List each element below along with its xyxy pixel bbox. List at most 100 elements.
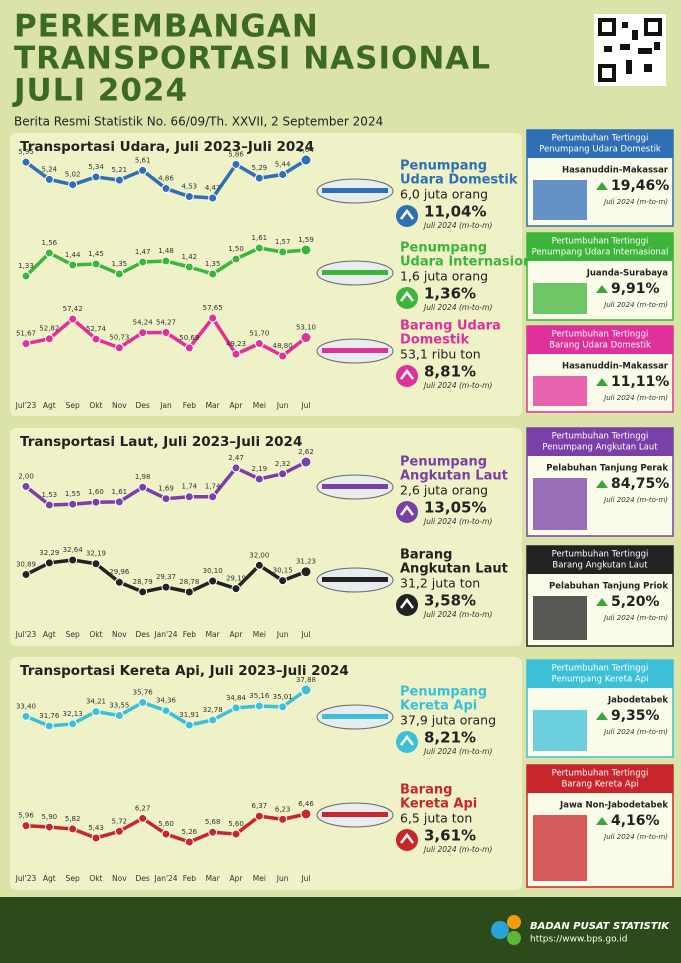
month-label: Okt (89, 874, 102, 883)
metric-name: Barang (400, 548, 452, 563)
highlight-title: Pertumbuhan Tertinggi (552, 550, 649, 560)
data-label: 4,86 (158, 175, 174, 183)
data-label: 1,45 (88, 250, 104, 258)
data-label: 30,89 (16, 561, 36, 569)
data-label: 54,27 (156, 319, 176, 327)
data-point (278, 351, 288, 361)
data-point (278, 576, 288, 586)
month-label: Sep (66, 630, 80, 639)
highlight-growth: 84,75% (611, 476, 669, 492)
section-title: Transportasi Kereta Api, Juli 2023–Juli … (20, 663, 349, 679)
highlight-title: Pertumbuhan Tertinggi (552, 134, 649, 144)
data-point (208, 269, 218, 279)
data-point (184, 587, 194, 597)
highlight-note: Juli 2024 (m-to-m) (602, 614, 668, 622)
data-point (138, 328, 148, 338)
data-point (231, 349, 241, 359)
data-label: 5,68 (205, 818, 221, 826)
data-point (231, 159, 241, 169)
data-point (44, 558, 54, 568)
highlight-icon (533, 376, 587, 406)
data-point (208, 193, 218, 203)
metric-name: Kereta Api (400, 699, 477, 714)
month-label: Des (136, 874, 150, 883)
title-line: JULI 2024 (12, 73, 188, 109)
data-point (68, 499, 78, 509)
data-label: 1,57 (275, 238, 291, 246)
highlight-growth: 19,46% (611, 178, 669, 194)
data-point (138, 257, 148, 267)
data-label: 52,74 (86, 325, 107, 333)
metric-amount: 2,6 juta orang (400, 483, 488, 498)
data-label: 4,53 (182, 183, 198, 191)
growth-value: 3,61% (424, 827, 476, 845)
data-label: 57,65 (203, 304, 223, 312)
data-point (44, 721, 54, 731)
data-point (300, 456, 312, 468)
data-point (184, 192, 194, 202)
data-point (184, 492, 194, 502)
data-label: 2,00 (18, 472, 34, 480)
growth-badge (396, 365, 418, 387)
month-label: Jun (276, 630, 289, 639)
data-point (138, 165, 148, 175)
data-point (161, 706, 171, 716)
data-point (254, 474, 264, 484)
highlight-title: Pertumbuhan Tertinggi (552, 432, 649, 442)
growth-value: 13,05% (424, 499, 486, 517)
data-point (300, 684, 312, 696)
metric-name: Angkutan Laut (400, 562, 508, 577)
section-panel (10, 133, 522, 416)
month-label: Nov (112, 874, 127, 883)
metric-name: Udara Internasional (400, 255, 546, 270)
qr-code (594, 14, 666, 86)
data-point (21, 339, 31, 349)
data-label: 1,61 (112, 488, 128, 496)
data-label: 2,47 (228, 454, 244, 462)
vehicle-stripe (322, 714, 388, 719)
data-point (21, 157, 31, 167)
metric-name: Penumpang (400, 455, 487, 470)
month-label: Apr (230, 630, 244, 639)
vehicle-stripe (322, 577, 388, 582)
growth-arrow (400, 290, 414, 302)
data-label: 34,21 (86, 698, 106, 706)
metric-name: Barang (400, 783, 452, 798)
growth-badge (396, 205, 418, 227)
data-point (161, 829, 171, 839)
highlight-icon (533, 180, 587, 220)
data-label: 5,82 (65, 815, 81, 823)
data-point (114, 577, 124, 587)
data-label: 52,82 (39, 325, 59, 333)
data-point (114, 710, 124, 720)
data-label: 5,72 (112, 817, 128, 825)
metric-name: Barang Udara (400, 319, 501, 334)
month-label: Jul'23 (15, 630, 37, 639)
growth-note: Juli 2024 (m-to-m) (422, 517, 492, 526)
data-label: 1,48 (158, 247, 174, 255)
data-point (21, 821, 31, 831)
data-label: 28,78 (179, 578, 199, 586)
data-label: 51,67 (16, 330, 36, 338)
growth-note: Juli 2024 (m-to-m) (422, 221, 492, 230)
growth-arrow (400, 597, 414, 609)
data-label: 5,95 (18, 148, 34, 156)
data-label: 34,36 (156, 697, 177, 705)
metric-name: Penumpang (400, 685, 487, 700)
data-point (231, 703, 241, 713)
highlight-note: Juli 2024 (m-to-m) (602, 833, 668, 841)
data-label: 33,40 (16, 702, 36, 710)
month-label: Jun (276, 874, 289, 883)
data-point (44, 174, 54, 184)
month-label: Feb (183, 630, 197, 639)
highlight-growth: 9,35% (611, 708, 660, 724)
highlight-header (527, 765, 673, 793)
data-label: 31,76 (39, 712, 60, 720)
data-point (184, 262, 194, 272)
data-label: 6,27 (135, 804, 151, 812)
growth-note: Juli 2024 (m-to-m) (422, 845, 492, 854)
growth-note: Juli 2024 (m-to-m) (422, 381, 492, 390)
data-label: 50,69 (179, 334, 199, 342)
metric-name: Udara Domestik (400, 173, 518, 188)
data-label: 1,74 (182, 483, 198, 491)
